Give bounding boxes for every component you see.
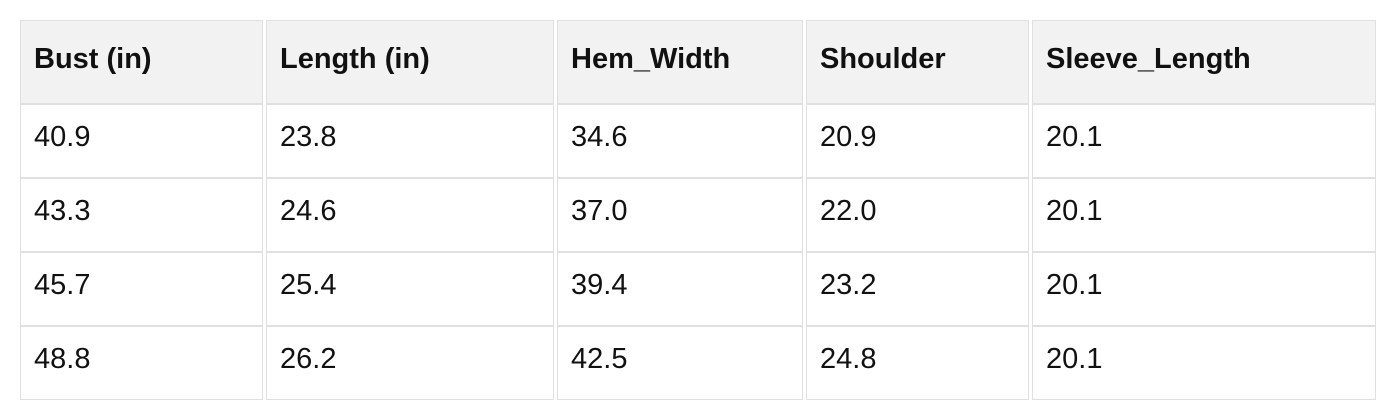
column-header-hem-width: Hem_Width (557, 20, 803, 104)
table-cell: 20.9 (806, 104, 1029, 178)
table-cell: 23.2 (806, 252, 1029, 326)
table-cell: 20.1 (1032, 178, 1376, 252)
table-cell: 23.8 (266, 104, 554, 178)
table-row: 40.9 23.8 34.6 20.9 20.1 (20, 104, 1376, 178)
header-row: Bust (in) Length (in) Hem_Width Shoulder… (20, 20, 1376, 104)
table-cell: 24.6 (266, 178, 554, 252)
table-cell: 43.3 (20, 178, 263, 252)
table-cell: 25.4 (266, 252, 554, 326)
table-cell: 45.7 (20, 252, 263, 326)
column-header-bust: Bust (in) (20, 20, 263, 104)
table-cell: 37.0 (557, 178, 803, 252)
table-cell: 39.4 (557, 252, 803, 326)
table-cell: 20.1 (1032, 326, 1376, 400)
table-cell: 42.5 (557, 326, 803, 400)
table-cell: 24.8 (806, 326, 1029, 400)
table-row: 48.8 26.2 42.5 24.8 20.1 (20, 326, 1376, 400)
column-header-sleeve-length: Sleeve_Length (1032, 20, 1376, 104)
table-row: 43.3 24.6 37.0 22.0 20.1 (20, 178, 1376, 252)
column-header-length: Length (in) (266, 20, 554, 104)
table-cell: 22.0 (806, 178, 1029, 252)
table-cell: 34.6 (557, 104, 803, 178)
table-cell: 26.2 (266, 326, 554, 400)
table-cell: 20.1 (1032, 252, 1376, 326)
column-header-shoulder: Shoulder (806, 20, 1029, 104)
table-cell: 48.8 (20, 326, 263, 400)
table-row: 45.7 25.4 39.4 23.2 20.1 (20, 252, 1376, 326)
size-chart-table: Bust (in) Length (in) Hem_Width Shoulder… (17, 20, 1379, 400)
table-cell: 20.1 (1032, 104, 1376, 178)
table-cell: 40.9 (20, 104, 263, 178)
